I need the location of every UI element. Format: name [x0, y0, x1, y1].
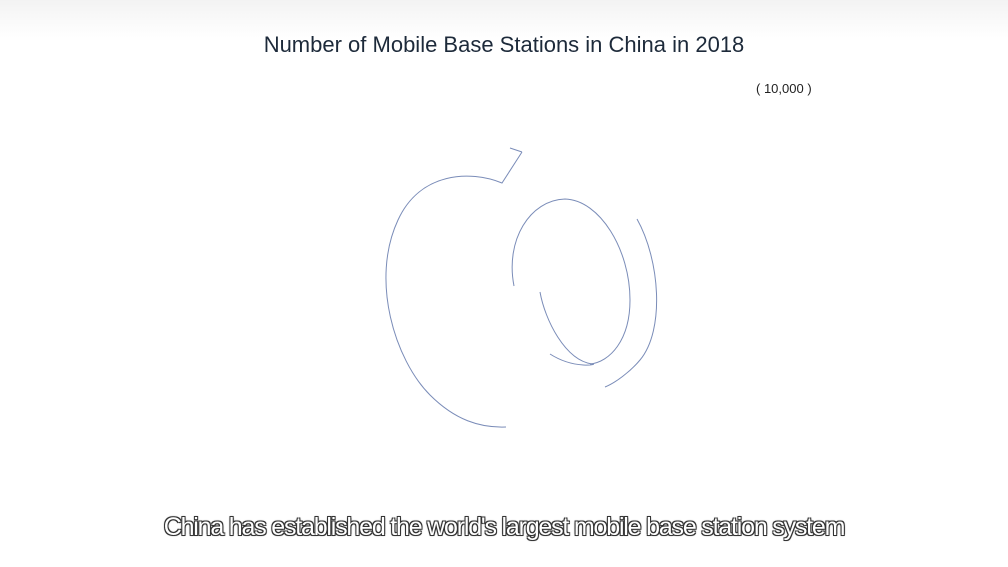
- video-subtitle: China has established the world's larges…: [163, 513, 846, 541]
- top-band: [0, 0, 1008, 38]
- chart-title: Number of Mobile Base Stations in China …: [263, 32, 745, 57]
- outer-arc: [385, 147, 523, 428]
- inner-arc-bottom: [539, 291, 595, 366]
- inner-arc-top: [511, 198, 631, 365]
- unit-label: ( 10,000 ): [756, 81, 812, 96]
- right-arc: [604, 218, 658, 388]
